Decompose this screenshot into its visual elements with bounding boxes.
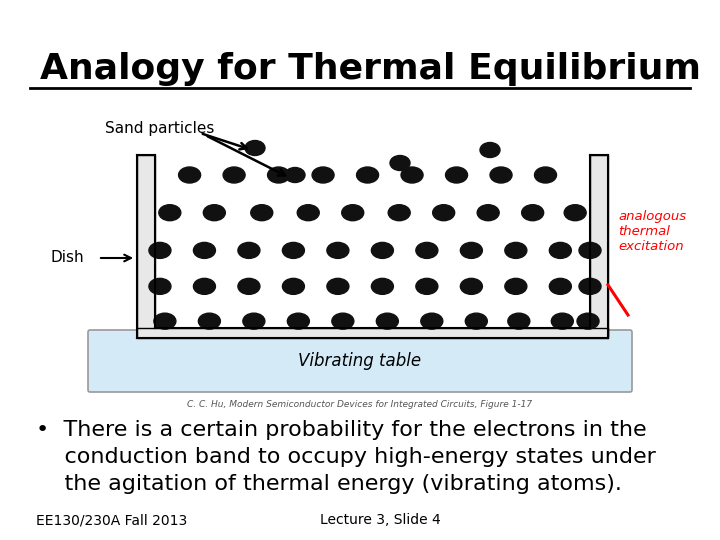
- Ellipse shape: [149, 242, 171, 259]
- Ellipse shape: [356, 167, 379, 183]
- Ellipse shape: [480, 143, 500, 158]
- Ellipse shape: [194, 242, 215, 259]
- Ellipse shape: [203, 205, 225, 221]
- Ellipse shape: [159, 205, 181, 221]
- Ellipse shape: [416, 242, 438, 259]
- Ellipse shape: [446, 167, 467, 183]
- Ellipse shape: [505, 278, 527, 294]
- Ellipse shape: [297, 205, 319, 221]
- Ellipse shape: [460, 242, 482, 259]
- Text: •  There is a certain probability for the electrons in the: • There is a certain probability for the…: [36, 420, 647, 440]
- Ellipse shape: [401, 167, 423, 183]
- Ellipse shape: [179, 167, 201, 183]
- Ellipse shape: [287, 313, 310, 329]
- Ellipse shape: [505, 242, 527, 259]
- Ellipse shape: [549, 242, 572, 259]
- Ellipse shape: [238, 242, 260, 259]
- Ellipse shape: [549, 278, 572, 294]
- Ellipse shape: [332, 313, 354, 329]
- Bar: [590, 155, 608, 336]
- Ellipse shape: [154, 313, 176, 329]
- Ellipse shape: [238, 278, 260, 294]
- Ellipse shape: [282, 278, 305, 294]
- Ellipse shape: [420, 313, 443, 329]
- Ellipse shape: [490, 167, 512, 183]
- Ellipse shape: [223, 167, 245, 183]
- Text: Vibrating table: Vibrating table: [298, 352, 422, 370]
- Text: Dish: Dish: [50, 251, 84, 266]
- Ellipse shape: [312, 167, 334, 183]
- Ellipse shape: [416, 278, 438, 294]
- Text: the agitation of thermal energy (vibrating atoms).: the agitation of thermal energy (vibrati…: [36, 474, 622, 494]
- Ellipse shape: [285, 167, 305, 183]
- Ellipse shape: [327, 278, 349, 294]
- Ellipse shape: [390, 156, 410, 171]
- Ellipse shape: [194, 278, 215, 294]
- Text: conduction band to occupy high-energy states under: conduction band to occupy high-energy st…: [36, 447, 656, 467]
- Ellipse shape: [508, 313, 530, 329]
- Ellipse shape: [388, 205, 410, 221]
- Ellipse shape: [342, 205, 364, 221]
- Ellipse shape: [372, 278, 393, 294]
- Ellipse shape: [199, 313, 220, 329]
- Ellipse shape: [522, 205, 544, 221]
- Ellipse shape: [552, 313, 573, 329]
- Text: Analogy for Thermal Equilibrium: Analogy for Thermal Equilibrium: [40, 52, 701, 86]
- Bar: [137, 155, 155, 336]
- Ellipse shape: [579, 242, 601, 259]
- Ellipse shape: [564, 205, 586, 221]
- Ellipse shape: [245, 140, 265, 156]
- Ellipse shape: [243, 313, 265, 329]
- Text: Sand particles: Sand particles: [105, 120, 215, 136]
- FancyBboxPatch shape: [88, 330, 632, 392]
- Ellipse shape: [251, 205, 273, 221]
- Ellipse shape: [433, 205, 455, 221]
- Ellipse shape: [460, 278, 482, 294]
- Ellipse shape: [372, 242, 393, 259]
- Ellipse shape: [465, 313, 487, 329]
- Ellipse shape: [377, 313, 398, 329]
- Text: analogous
thermal
excitation: analogous thermal excitation: [618, 210, 686, 253]
- Ellipse shape: [282, 242, 305, 259]
- Text: Lecture 3, Slide 4: Lecture 3, Slide 4: [320, 513, 441, 527]
- Bar: [137, 328, 608, 338]
- Ellipse shape: [149, 278, 171, 294]
- Ellipse shape: [327, 242, 349, 259]
- Ellipse shape: [268, 167, 289, 183]
- Ellipse shape: [477, 205, 499, 221]
- Ellipse shape: [577, 313, 599, 329]
- Text: EE130/230A Fall 2013: EE130/230A Fall 2013: [36, 513, 187, 527]
- Ellipse shape: [534, 167, 557, 183]
- Text: C. C. Hu, Modern Semiconductor Devices for Integrated Circuits, Figure 1-17: C. C. Hu, Modern Semiconductor Devices f…: [187, 400, 533, 409]
- Ellipse shape: [579, 278, 601, 294]
